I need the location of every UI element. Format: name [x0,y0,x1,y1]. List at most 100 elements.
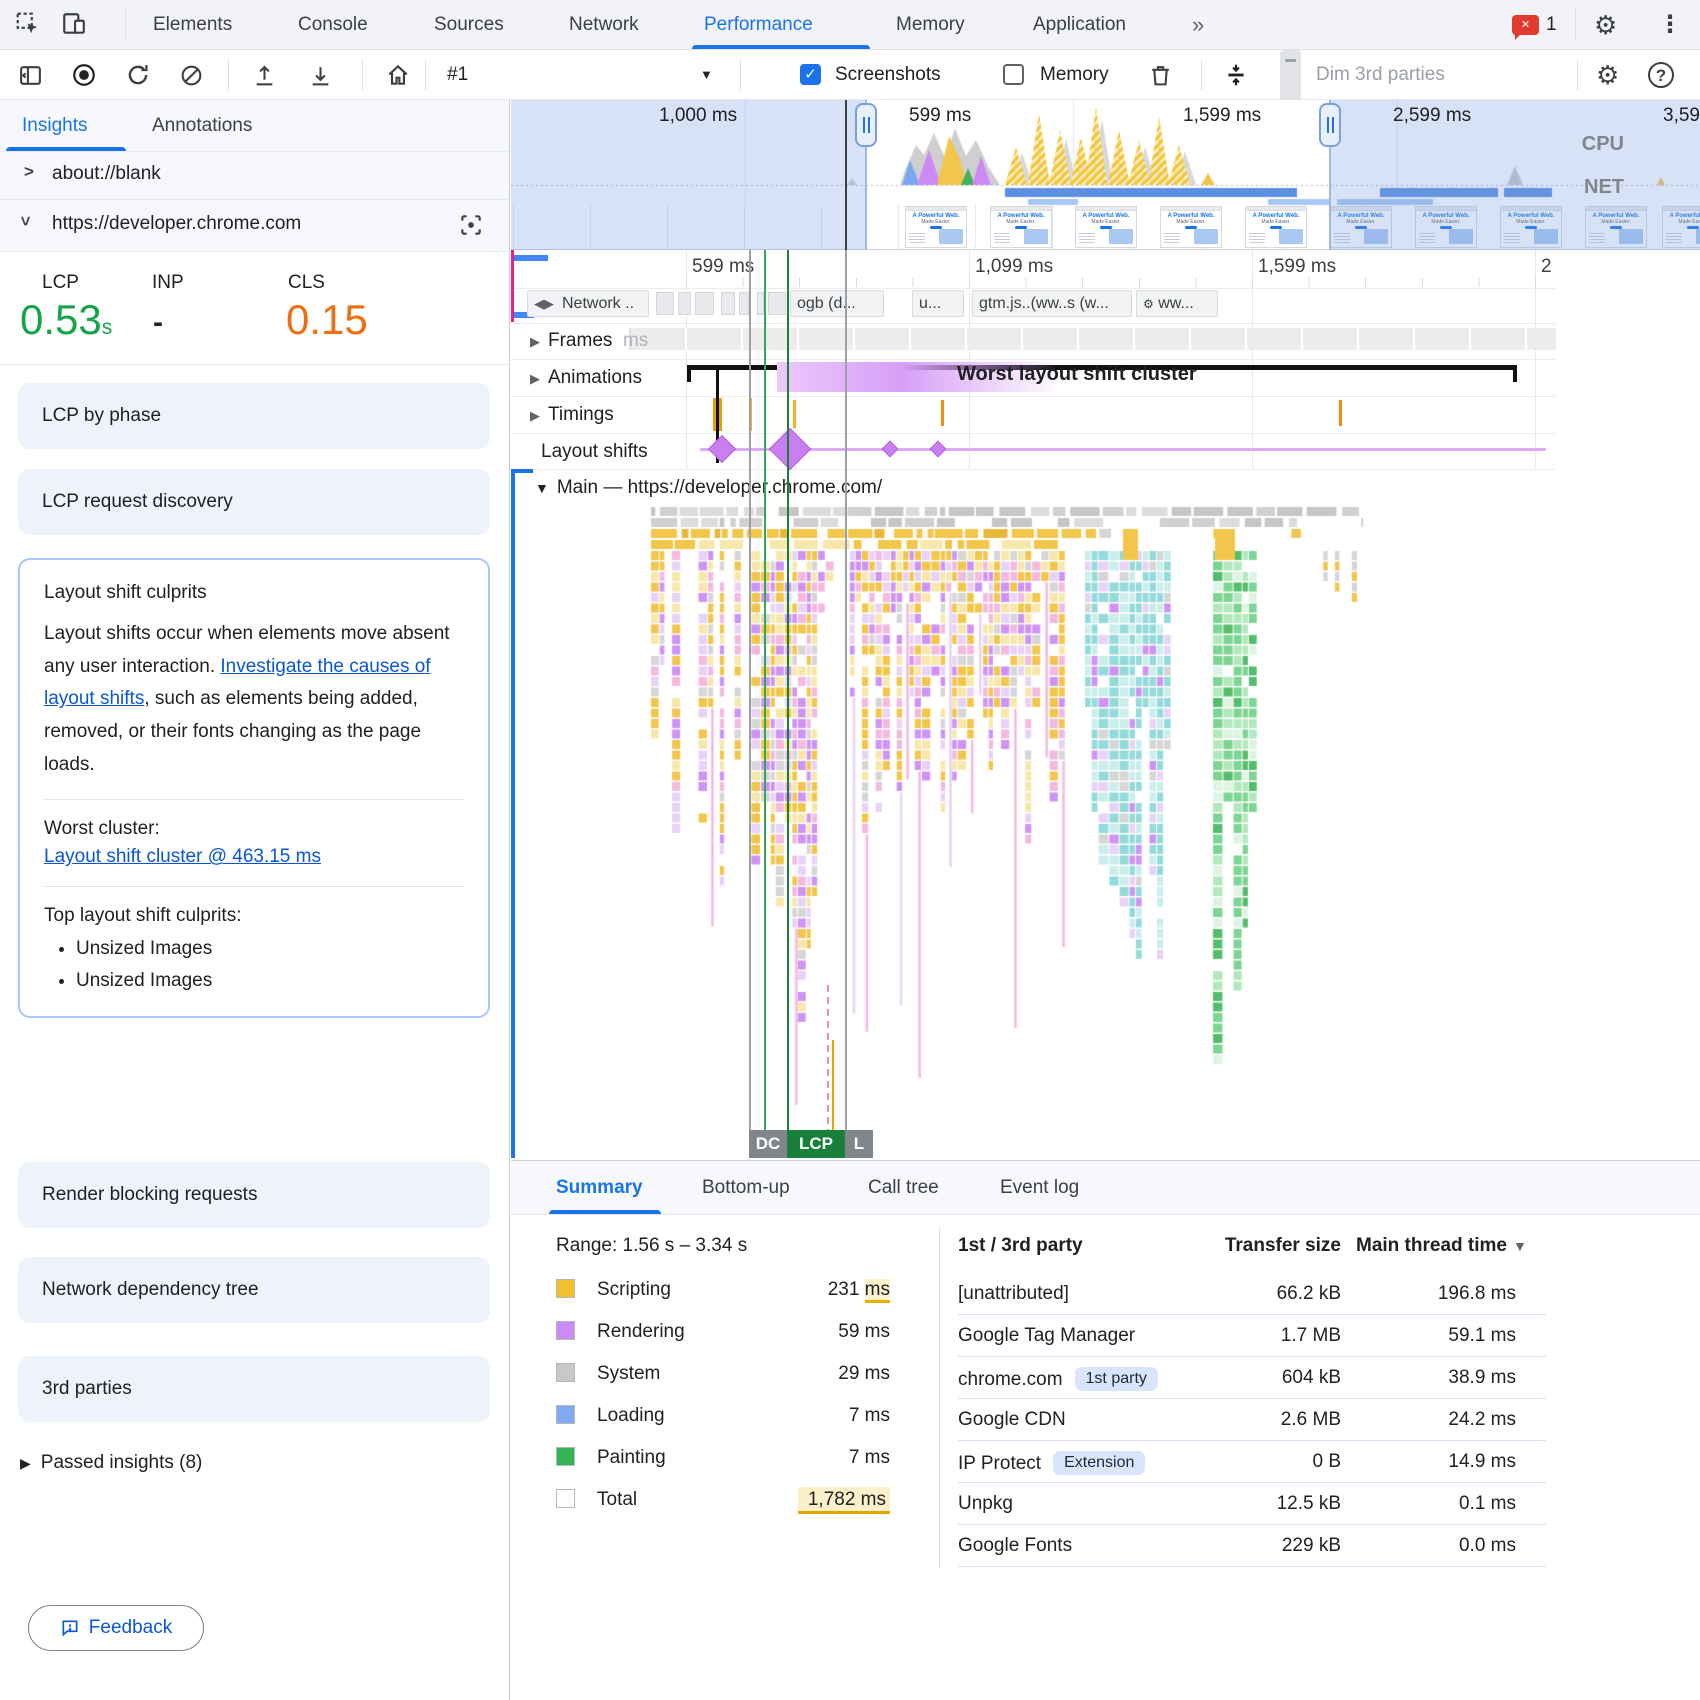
frame-url: about://blank [52,163,161,185]
col-transfer-header[interactable]: Transfer size [1151,1235,1341,1257]
track-network-label[interactable]: ◀▶Network .. [527,290,649,317]
main-flame-chart[interactable] [511,505,1556,1158]
tab-memory[interactable]: Memory [896,0,965,50]
lcp-marker-line [787,250,789,1130]
inspect-element-icon[interactable] [14,10,42,38]
col-time-header[interactable]: Main thread time▼ [1356,1235,1516,1257]
profile-select[interactable]: #1 [447,50,468,100]
reload-record-icon[interactable] [124,61,152,89]
window-right-handle[interactable] [1319,103,1341,147]
filmstrip-thumbnail[interactable]: A Powerful Web.Made Easier. [1160,206,1222,248]
devtools-main-tabbar: Elements Console Sources Network Perform… [0,0,1700,50]
screenshots-label[interactable]: Screenshots [835,50,941,100]
card-title: 3rd parties [42,1378,132,1400]
frame-row-developer-chrome[interactable]: > https://developer.chrome.com [0,200,509,252]
tab-annotations[interactable]: Annotations [152,100,252,152]
network-request-fragment[interactable] [656,292,674,315]
network-request-chip[interactable]: u... [912,290,964,317]
tab-network[interactable]: Network [569,0,639,50]
tab-console[interactable]: Console [298,0,368,50]
track-main-label[interactable]: ▼Main — https://developer.chrome.com/ [535,477,882,499]
layout-shift-diamond[interactable] [930,441,947,458]
window-left-handle[interactable] [855,103,877,147]
layout-shifts-line [700,448,1546,451]
track-layout-shifts-label[interactable]: Layout shifts [541,441,648,463]
worst-cluster-link[interactable]: Layout shift cluster @ 463.15 ms [44,846,321,868]
dcl-chip[interactable]: DC [749,1130,787,1158]
insight-card-render-blocking[interactable]: Render blocking requests [18,1162,490,1228]
load-chip[interactable]: L [845,1130,873,1158]
filmstrip-thumbnail[interactable]: A Powerful Web.Made Easier. [990,206,1052,248]
layout-shift-diamond[interactable] [769,428,811,470]
tab-performance[interactable]: Performance [704,0,813,50]
insight-card-lcp-request-discovery[interactable]: LCP request discovery [18,469,490,535]
network-request-fragment[interactable] [695,292,714,315]
more-tabs-icon[interactable]: » [1192,0,1204,50]
ruler-minor-ticks [686,278,1556,287]
timeline-overview[interactable]: A Powerful Web.Made Easier. A Powerful We… [511,100,1700,250]
network-request-chip[interactable]: ogb (d... [790,290,884,317]
tab-call-tree[interactable]: Call tree [868,1161,939,1215]
filmstrip-thumbnail[interactable]: A Powerful Web.Made Easier. [1075,206,1137,248]
chevron-right-icon[interactable]: > [24,162,34,182]
insight-card-3rd-parties[interactable]: 3rd parties [18,1356,490,1422]
frames-strip[interactable] [631,328,1556,350]
tab-summary[interactable]: Summary [556,1161,643,1215]
track-frames-label[interactable]: ▶Frames ms [530,330,648,352]
network-request-fragment[interactable] [678,292,691,315]
frame-row-about-blank[interactable]: > about://blank [0,152,509,200]
track-animations-label[interactable]: ▶Animations [530,367,642,389]
download-profile-icon[interactable] [306,61,334,89]
col-party-header[interactable]: 1st / 3rd party [958,1235,1083,1257]
screenshots-checkbox[interactable]: ✓ [800,64,821,85]
insight-card-network-tree[interactable]: Network dependency tree [18,1257,490,1323]
lcp-label: LCP [42,272,79,294]
feedback-button[interactable]: Feedback [28,1605,204,1651]
network-request-chip[interactable]: gtm.js..(ww..s (w... [972,290,1132,317]
viewfinder-icon[interactable] [458,212,484,238]
tab-application[interactable]: Application [1033,0,1126,50]
record-icon[interactable] [70,61,98,89]
device-toolbar-icon[interactable] [60,10,88,38]
upload-profile-icon[interactable] [250,61,278,89]
tab-insights[interactable]: Insights [22,100,87,152]
system-swatch [556,1363,575,1382]
layout-shift-diamond[interactable] [882,441,899,458]
collapse-tracks-icon[interactable] [1222,61,1250,89]
settings-gear-icon[interactable]: ⚙ [1594,0,1617,50]
insight-card-lcp-by-phase[interactable]: LCP by phase [18,383,490,449]
overview-tick: 2,599 ms [1393,105,1471,127]
insights-sidebar: Insights Annotations > about://blank > h… [0,100,510,1700]
triangle-right-icon: ▶ [20,1455,31,1471]
clear-icon[interactable] [177,61,205,89]
insight-card-layout-shift-culprits[interactable]: Layout shift culprits Layout shifts occu… [18,558,490,1018]
network-request-chip[interactable]: ⚙ ww... [1136,290,1218,317]
painting-swatch [556,1447,575,1466]
help-icon[interactable]: ? [1648,62,1674,88]
track-timings-label[interactable]: ▶Timings [530,404,614,426]
tab-event-log[interactable]: Event log [1000,1161,1079,1215]
error-badge-icon[interactable]: ✕ [1512,15,1539,35]
chevron-down-icon[interactable]: > [15,216,35,226]
network-request-fragment[interactable] [768,292,786,315]
toggle-sidebar-icon[interactable] [16,61,44,89]
network-request-fragment[interactable] [721,292,735,315]
performance-settings-gear-icon[interactable]: ⚙ [1596,50,1619,100]
network-request-fragment[interactable] [739,292,748,315]
frame-url: https://developer.chrome.com [52,213,301,235]
profile-select-chevron-icon[interactable]: ▼ [700,50,713,100]
passed-insights-toggle[interactable]: ▶Passed insights (8) [20,1452,202,1474]
home-icon[interactable] [384,61,412,89]
memory-label[interactable]: Memory [1040,50,1109,100]
collect-garbage-icon[interactable] [1146,61,1174,89]
filmstrip-thumbnail[interactable]: A Powerful Web.Made Easier. [905,206,967,248]
memory-checkbox[interactable] [1003,64,1024,85]
kebab-menu-icon[interactable]: ⋮ [1658,0,1682,50]
tab-elements[interactable]: Elements [153,0,232,50]
loading-swatch [556,1405,575,1424]
layout-shift-diamond[interactable] [708,435,736,463]
filmstrip-thumbnail[interactable]: A Powerful Web.Made Easier. [1245,206,1307,248]
tab-bottom-up[interactable]: Bottom-up [702,1161,790,1215]
lcp-chip[interactable]: LCP [787,1130,845,1158]
tab-sources[interactable]: Sources [434,0,504,50]
